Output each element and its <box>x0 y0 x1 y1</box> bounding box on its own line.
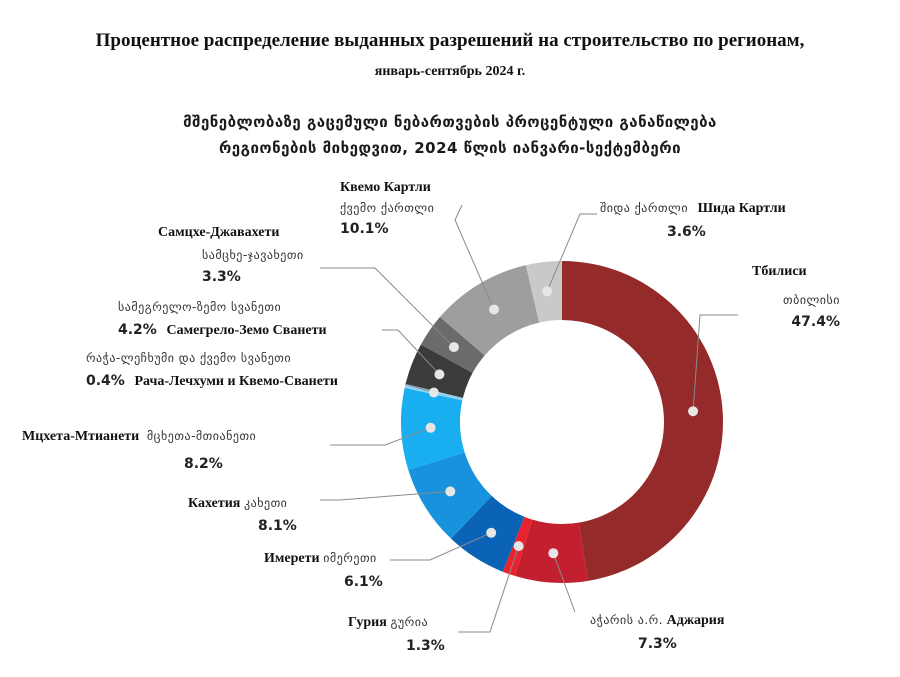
chart-subtitle-ru: январь-сентябрь 2024 г. <box>374 64 526 79</box>
leader-line-guria <box>458 545 520 633</box>
label-racha-pct: 0.4% <box>86 373 125 389</box>
label-imereti-pct: 6.1% <box>344 574 383 590</box>
label-shida-kartli: შიდა ქართლი Шида Картли <box>600 200 786 217</box>
leader-line-samegrelo <box>382 329 440 375</box>
label-guria-pct: 1.3% <box>406 638 445 654</box>
slice-dot-mtskheta <box>425 422 436 433</box>
label-adjara-ka: აჭარის ა.რ. <box>590 613 664 627</box>
label-samegrelo-pct: 4.2% <box>118 322 157 338</box>
label-imereti: Имерети იმერეთი <box>264 550 377 567</box>
chart-title-ka-line2: რეგიონების მიხედვით, 2024 წლის იანვარი-ს… <box>218 139 682 157</box>
label-kvemo-kartli-pct: 10.1% <box>340 221 389 237</box>
slice-dot-guria <box>513 541 524 552</box>
label-samtskhe-ka: სამცხე-ჯავახეთი <box>202 248 304 262</box>
label-mtskheta-pct-wrap: 8.2% <box>184 456 223 472</box>
slice-dot-tbilisi <box>688 406 699 417</box>
label-kvemo-kartli: Квемо Картли ქვემო ქართლი 10.1% <box>340 180 434 237</box>
label-adjara-pct-wrap: 7.3% <box>638 636 677 652</box>
chart-title-ru: Процентное распределение выданных разреш… <box>95 30 805 51</box>
label-shida-kartli-pct: 3.6% <box>667 224 706 240</box>
slice-dot-imereti <box>486 527 497 538</box>
label-adjara: აჭარის ა.რ. Аджария <box>590 612 724 629</box>
label-mtskheta: Мцхета-Мтианети მცხეთა-მთიანეთი <box>22 428 256 445</box>
slice-dot-samegrelo <box>434 369 445 380</box>
label-samtskhe: Самцхе-Джавахети სამცხე-ჯავახეთი 3.3% <box>158 225 304 285</box>
chart-title-ka-line1: მშენებლობაზე გაცემული ნებართვების პროცენ… <box>183 113 717 131</box>
label-tbilisi-ru: Тбилиси <box>752 264 807 279</box>
leader-line-shida-kartli <box>546 213 597 292</box>
leader-line-kakheti <box>320 490 451 501</box>
label-shida-kartli-pct-wrap: 3.6% <box>667 224 706 240</box>
label-samtskhe-pct: 3.3% <box>202 269 241 285</box>
label-shida-kartli-ru: Шида Картли <box>697 201 786 216</box>
label-kakheti-pct: 8.1% <box>258 518 297 534</box>
leader-line-samtskhe <box>320 267 455 348</box>
slice-dot-racha <box>428 387 439 398</box>
label-guria-ka: გურია <box>390 615 429 629</box>
slice-dot-shida-kartli <box>542 286 553 297</box>
label-racha-ru: Рача-Лечхуми и Квемо-Сванети <box>134 374 338 389</box>
label-tbilisi: Тбилиси <box>752 264 807 280</box>
label-kakheti-ru: Кахетия <box>188 496 241 511</box>
label-kakheti-pct-wrap: 8.1% <box>258 518 297 534</box>
label-imereti-ru: Имерети <box>264 551 320 566</box>
label-samegrelo-ka: სამეგრელო-ზემო სვანეთი <box>118 300 282 314</box>
label-kvemo-kartli-ru: Квемо Картли <box>340 180 431 195</box>
label-samegrelo-ka-wrap: სამეგრელო-ზემო სვანეთი <box>118 299 281 315</box>
label-samtskhe-ru: Самцхе-Джавахети <box>158 225 280 240</box>
label-tbilisi-pct: 47.4% <box>791 314 840 330</box>
leader-line-adjara <box>552 553 576 613</box>
label-tbilisi-ka: თბილისი <box>783 293 840 307</box>
leader-line-mtskheta <box>330 427 431 446</box>
label-imereti-ka: იმერეთი <box>323 551 377 565</box>
leader-line-tbilisi <box>692 314 738 412</box>
label-mtskheta-ru: Мцхета-Мтианети <box>22 429 140 444</box>
label-guria: Гурия გურია <box>348 614 428 631</box>
label-imereti-pct-wrap: 6.1% <box>344 574 383 590</box>
label-guria-pct-wrap: 1.3% <box>406 638 445 654</box>
label-racha-ka-wrap: რაჭა-ლეჩხუმი და ქვემო სვანეთი <box>86 350 291 366</box>
leader-line-imereti <box>390 532 492 561</box>
label-kvemo-kartli-ka: ქვემო ქართლი <box>340 201 435 215</box>
label-mtskheta-ka: მცხეთა-მთიანეთი <box>146 429 257 443</box>
label-tbilisi-values: თბილისი 47.4% <box>783 292 840 330</box>
slice-dot-samtskhe <box>448 342 459 353</box>
label-shida-kartli-ka: შიდა ქართლი <box>600 201 689 215</box>
label-racha: 0.4% Рача-Лечхуми и Квемо-Сванети <box>86 373 338 390</box>
slice-dot-kvemo-kartli <box>488 304 499 315</box>
label-mtskheta-pct: 8.2% <box>184 456 223 472</box>
label-samegrelo: 4.2% Самегрело-Земо Сванети <box>118 322 327 339</box>
label-kakheti-ka: კახეთი <box>243 496 288 510</box>
slice-dot-kakheti <box>445 486 456 497</box>
label-adjara-pct: 7.3% <box>638 636 677 652</box>
label-guria-ru: Гурия <box>348 615 387 630</box>
label-adjara-ru: Аджария <box>666 613 725 628</box>
label-racha-ka: რაჭა-ლეჩხუმი და ქვემო სვანეთი <box>86 351 292 365</box>
slice-tbilisi[interactable] <box>562 261 724 581</box>
leader-line-racha <box>404 383 434 393</box>
label-kakheti: Кахетия კახეთი <box>188 495 287 512</box>
label-samegrelo-ru: Самегрело-Земо Сванети <box>166 323 327 338</box>
slice-dot-adjara <box>548 548 559 559</box>
leader-line-kvemo-kartli <box>454 204 495 310</box>
